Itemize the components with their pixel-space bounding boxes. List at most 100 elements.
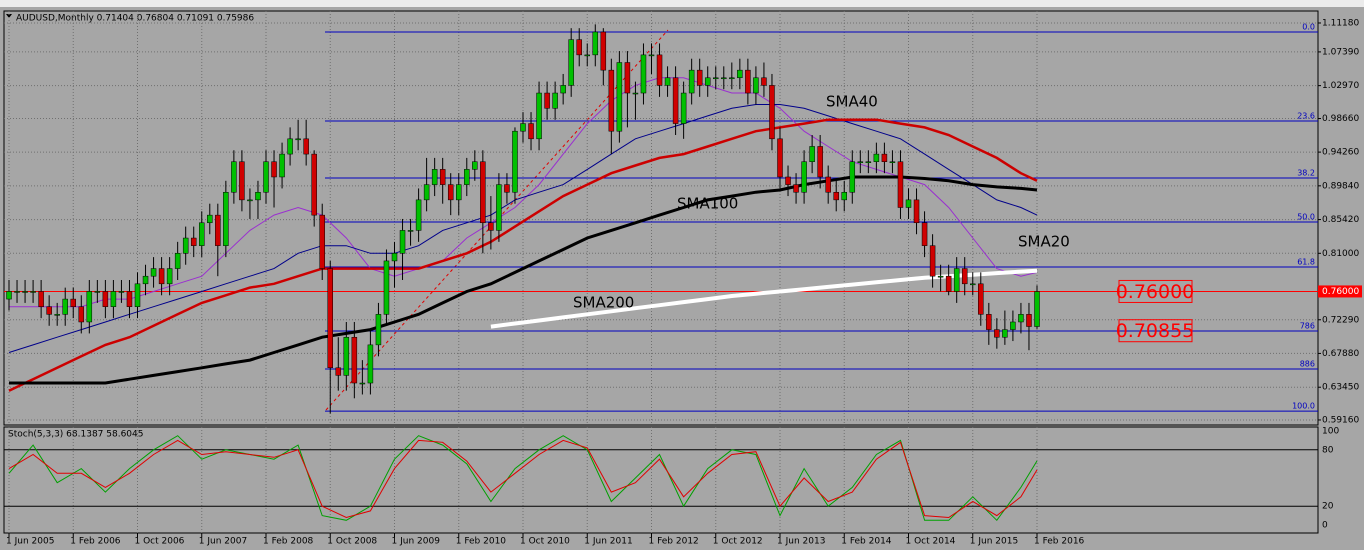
candle-body	[391, 253, 398, 262]
candle-body	[295, 138, 301, 141]
fibo-label: 38.2	[1297, 168, 1315, 177]
candle-body	[913, 199, 920, 224]
candle-body	[439, 169, 446, 185]
candle-body	[945, 275, 952, 292]
candle-body	[648, 54, 655, 57]
candle-body	[777, 138, 783, 178]
price-box-label: 0.76000	[1116, 281, 1195, 303]
candle-body	[536, 92, 542, 140]
candle-body	[255, 191, 261, 201]
x-tick-label: 1 Oct 2008	[327, 537, 377, 547]
candle-body	[568, 39, 574, 86]
moving-average	[8, 118, 1038, 392]
y-tick-label: 1.11180	[1322, 18, 1359, 28]
candle-body	[889, 161, 896, 163]
candle-body	[319, 214, 325, 269]
candle-body	[937, 275, 944, 278]
candle-body	[528, 123, 534, 140]
candle-body	[14, 291, 20, 293]
candle-body	[456, 184, 462, 201]
candle-body	[713, 77, 719, 80]
x-tick-label: 1 Feb 2016	[1034, 537, 1085, 547]
candle-body	[335, 367, 342, 376]
candle-body	[753, 77, 759, 94]
candle-body	[576, 39, 582, 56]
y-tick-label: 0.72290	[1322, 315, 1359, 325]
stoch-tick-label: 20	[1322, 502, 1334, 512]
candle-body	[174, 253, 181, 269]
candle-body	[560, 85, 566, 94]
candle-body	[680, 92, 687, 124]
x-tick-label: 1 Jun 2011	[584, 537, 632, 547]
candle-body	[496, 184, 502, 231]
candle-body	[825, 176, 831, 193]
candle-body	[1010, 321, 1016, 330]
candle-body	[199, 222, 205, 246]
candle-body	[431, 169, 438, 185]
stoch-tick-label: 80	[1322, 445, 1334, 455]
candle-body	[616, 62, 623, 132]
candle-body	[624, 62, 631, 94]
toolbar-strip	[0, 0, 1364, 7]
x-tick-label: 1 Oct 2010	[520, 537, 570, 547]
candle-body	[994, 329, 1000, 338]
candle-body	[761, 77, 767, 86]
candle-body	[480, 161, 486, 224]
candle-body	[817, 146, 823, 178]
candle-body	[640, 54, 647, 94]
candle-body	[472, 161, 478, 170]
candle-body	[745, 69, 751, 94]
candle-body	[271, 161, 277, 178]
candle-body	[608, 69, 615, 132]
candle-body	[38, 291, 44, 307]
candle-body	[423, 184, 430, 201]
y-tick-label: 1.07390	[1322, 47, 1359, 57]
price-box-label: 0.70855	[1116, 320, 1195, 342]
ma-label: SMA100	[677, 195, 738, 213]
candle-body	[833, 191, 839, 201]
candle-body	[809, 146, 815, 162]
candle-body	[303, 138, 309, 155]
candle-body	[46, 306, 52, 315]
moving-average	[8, 104, 1038, 353]
candle-body	[62, 298, 68, 315]
x-tick-label: 1 Jun 2015	[970, 537, 1018, 547]
stoch-panel	[3, 426, 1319, 534]
candle-body	[407, 230, 414, 232]
candle-body	[359, 382, 366, 385]
candle-body	[1018, 314, 1024, 323]
y-tick-label: 0.67880	[1322, 349, 1359, 359]
candle-body	[632, 92, 639, 95]
main-panel	[3, 10, 1319, 426]
candle-body	[279, 153, 285, 178]
candle-body	[737, 69, 743, 79]
candle-body	[793, 184, 799, 193]
x-tick-label: 1 Feb 2006	[70, 537, 121, 547]
candle-body	[102, 291, 109, 307]
candle-body	[239, 161, 245, 201]
candle-body	[841, 191, 847, 201]
candle-body	[552, 92, 558, 109]
candle-body	[150, 268, 157, 277]
candle-body	[488, 222, 494, 231]
candle-body	[464, 169, 470, 185]
y-tick-label: 0.89840	[1322, 181, 1359, 191]
x-tick-label: 1 Oct 2006	[135, 537, 185, 547]
fibo-label: 23.6	[1297, 111, 1315, 120]
candle-body	[600, 31, 607, 71]
ma-label: SMA20	[1018, 233, 1070, 251]
candle-body	[375, 314, 382, 346]
candle-body	[70, 298, 76, 307]
candle-body	[6, 291, 12, 300]
candle-body	[544, 92, 550, 109]
candle-body	[801, 161, 807, 193]
x-tick-label: 1 Feb 2008	[263, 537, 314, 547]
candle-body	[970, 283, 976, 286]
candle-body	[1026, 314, 1032, 327]
stoch-tick-label: 100	[1322, 427, 1339, 437]
candle-body	[215, 214, 221, 246]
ma-label: SMA200	[573, 294, 634, 312]
fibo-label: 786	[1300, 322, 1315, 331]
candle-body	[873, 153, 880, 162]
fibo-label: 100.0	[1292, 402, 1315, 411]
